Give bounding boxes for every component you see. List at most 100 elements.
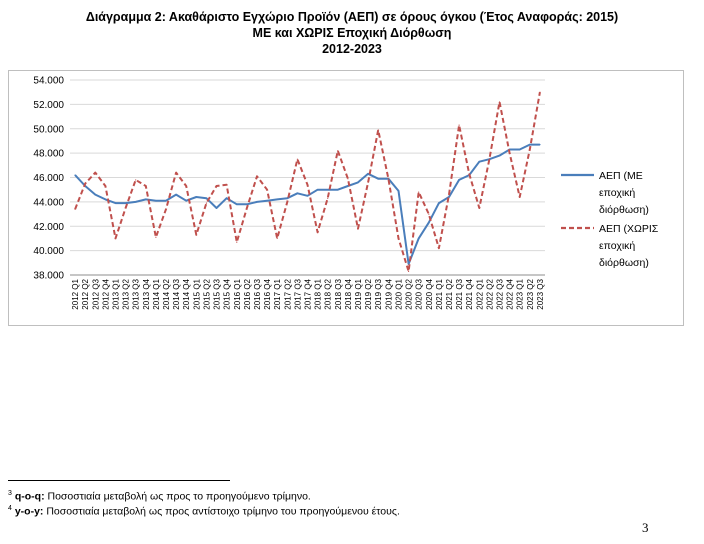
page-number: 3 bbox=[642, 520, 649, 535]
point-nsa-4 bbox=[114, 237, 117, 240]
x-tick-label: 2019 Q2 bbox=[364, 278, 373, 309]
point-nsa-33 bbox=[407, 270, 410, 272]
point-nsa-2 bbox=[94, 172, 96, 174]
footnote-separator bbox=[8, 480, 230, 481]
point-nsa-7 bbox=[145, 185, 147, 187]
x-tick-label: 2021 Q1 bbox=[435, 278, 444, 309]
series-line-not-seasonally-adjusted bbox=[74, 92, 541, 273]
x-tick-label: 2012 Q4 bbox=[101, 278, 110, 309]
point-nsa-25 bbox=[327, 197, 329, 199]
legend-label-nsa-2: εποχική bbox=[599, 240, 635, 252]
point-sa-44 bbox=[519, 148, 521, 151]
x-tick-label: 2015 Q1 bbox=[192, 278, 201, 309]
point-nsa-18 bbox=[256, 175, 258, 177]
point-nsa-38 bbox=[458, 124, 460, 126]
point-nsa-35 bbox=[428, 213, 430, 215]
legend-label-sa-2: εποχική bbox=[599, 187, 635, 199]
point-nsa-22 bbox=[296, 158, 298, 160]
point-nsa-30 bbox=[377, 129, 379, 131]
point-sa-23 bbox=[306, 195, 309, 197]
chart-title-line3: 2012-2023 bbox=[322, 42, 382, 56]
x-tick-label: 2013 Q1 bbox=[111, 278, 120, 309]
y-tick-label: 52.000 bbox=[33, 100, 64, 111]
point-sa-21 bbox=[286, 197, 288, 199]
legend-label-nsa-1: ΑΕΠ (ΧΩΡΙΣ bbox=[599, 223, 659, 235]
y-axis-ticks: 38.000 40.000 42.000 44.000 46.000 48.000 50.0… bbox=[33, 76, 64, 282]
point-sa-37 bbox=[448, 196, 450, 198]
footnote-4-term: y-o-y: bbox=[14, 505, 44, 518]
footnote-4: 4 y-o-y: Ποσοστιαία μεταβολή ως προς αντ… bbox=[8, 502, 400, 519]
x-tick-label: 2018 Q2 bbox=[324, 278, 333, 309]
point-nsa-6 bbox=[135, 179, 137, 181]
x-tick-label: 2015 Q3 bbox=[213, 278, 222, 309]
legend-label-sa-1: ΑΕΠ (ΜΕ bbox=[599, 170, 643, 182]
x-tick-label: 2015 Q4 bbox=[223, 278, 232, 309]
x-tick-label: 2019 Q1 bbox=[354, 278, 363, 309]
point-sa-34 bbox=[418, 237, 420, 240]
x-tick-label: 2014 Q3 bbox=[172, 278, 181, 309]
chart-title-line1: Διάγραμμα 2: Ακαθάριστο Εγχώριο Προϊόν (… bbox=[85, 10, 619, 24]
x-tick-label: 2016 Q4 bbox=[263, 278, 272, 309]
point-nsa-27 bbox=[347, 178, 349, 180]
x-tick-label: 2017 Q3 bbox=[293, 278, 302, 309]
legend-label-sa-3: διόρθωση) bbox=[599, 204, 649, 216]
x-tick-label: 2020 Q3 bbox=[415, 278, 424, 309]
point-sa-14 bbox=[215, 207, 218, 209]
point-nsa-28 bbox=[357, 228, 359, 230]
point-nsa-44 bbox=[519, 196, 521, 198]
point-nsa-9 bbox=[165, 208, 167, 210]
footnote-4-number: 4 bbox=[8, 505, 12, 512]
footnote-3-term: q-o-q: bbox=[14, 490, 45, 503]
point-sa-6 bbox=[135, 201, 137, 203]
point-sa-27 bbox=[347, 185, 349, 187]
point-sa-38 bbox=[458, 179, 460, 181]
point-nsa-36 bbox=[438, 247, 440, 249]
point-nsa-10 bbox=[175, 172, 177, 174]
point-nsa-26 bbox=[337, 150, 339, 152]
point-sa-46 bbox=[539, 143, 541, 146]
y-tick-label: 48.000 bbox=[33, 149, 64, 160]
point-nsa-32 bbox=[397, 237, 400, 240]
point-sa-17 bbox=[246, 203, 248, 205]
point-sa-30 bbox=[377, 178, 379, 180]
point-nsa-19 bbox=[266, 189, 268, 191]
point-sa-9 bbox=[165, 200, 167, 202]
point-sa-25 bbox=[327, 189, 329, 191]
x-tick-label: 2016 Q1 bbox=[233, 278, 242, 309]
point-sa-24 bbox=[317, 189, 319, 191]
point-nsa-21 bbox=[286, 201, 288, 203]
x-axis-ticks: 2012 Q1 2012 Q2 2012 Q3 2012 Q4 2013 Q1 2013 … bbox=[71, 278, 545, 309]
chart-frame bbox=[8, 70, 684, 326]
point-sa-40 bbox=[478, 161, 480, 163]
point-sa-12 bbox=[195, 196, 197, 198]
point-nsa-40 bbox=[478, 207, 480, 209]
y-tick-label: 40.000 bbox=[33, 246, 64, 257]
point-nsa-46 bbox=[539, 91, 541, 93]
x-tick-label: 2013 Q4 bbox=[142, 278, 151, 309]
footnote-3-number: 3 bbox=[8, 490, 12, 497]
point-nsa-11 bbox=[185, 185, 187, 187]
x-tick-label: 2016 Q3 bbox=[253, 278, 262, 309]
x-tick-label: 2014 Q2 bbox=[162, 278, 171, 309]
series-line-seasonally-adjusted bbox=[74, 143, 540, 265]
x-tick-label: 2017 Q4 bbox=[304, 278, 313, 309]
x-tick-label: 2020 Q1 bbox=[394, 278, 403, 309]
x-tick-label: 2022 Q3 bbox=[496, 278, 505, 309]
x-tick-label: 2015 Q2 bbox=[202, 278, 211, 309]
point-sa-4 bbox=[114, 202, 117, 204]
point-sa-2 bbox=[94, 193, 96, 196]
point-sa-5 bbox=[124, 202, 127, 204]
y-tick-label: 44.000 bbox=[33, 197, 64, 208]
point-sa-10 bbox=[175, 193, 177, 196]
point-nsa-3 bbox=[104, 185, 106, 187]
x-tick-label: 2012 Q3 bbox=[91, 278, 100, 309]
point-sa-26 bbox=[337, 189, 339, 191]
x-tick-label: 2018 Q4 bbox=[344, 278, 353, 309]
point-nsa-20 bbox=[276, 237, 278, 240]
point-sa-28 bbox=[357, 181, 359, 183]
point-sa-32 bbox=[397, 190, 400, 192]
point-nsa-41 bbox=[488, 158, 491, 160]
point-sa-18 bbox=[256, 201, 258, 203]
point-nsa-29 bbox=[367, 181, 369, 183]
point-nsa-43 bbox=[509, 152, 511, 154]
